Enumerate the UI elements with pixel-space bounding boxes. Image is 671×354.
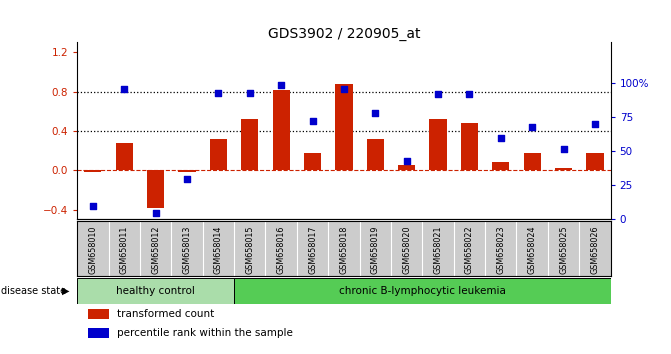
Point	[119, 86, 130, 92]
Text: chronic B-lymphocytic leukemia: chronic B-lymphocytic leukemia	[339, 286, 506, 296]
Bar	[304, 153, 321, 170]
Point	[464, 91, 475, 97]
Point	[558, 146, 569, 152]
Point	[182, 176, 193, 182]
Text: GSM658017: GSM658017	[308, 225, 317, 274]
Point	[276, 82, 287, 87]
Point	[150, 210, 161, 216]
Text: transformed count: transformed count	[117, 309, 215, 319]
Text: GSM658016: GSM658016	[276, 225, 286, 274]
Bar	[85, 170, 101, 172]
Point	[213, 90, 223, 96]
Bar	[586, 153, 603, 170]
Text: GSM658019: GSM658019	[371, 225, 380, 274]
Bar	[147, 170, 164, 208]
Text: ▶: ▶	[62, 286, 70, 296]
Bar	[429, 119, 447, 170]
Text: GSM658013: GSM658013	[183, 225, 191, 274]
Text: percentile rank within the sample: percentile rank within the sample	[117, 328, 293, 338]
Point	[401, 158, 412, 164]
Text: GSM658012: GSM658012	[151, 225, 160, 274]
Bar	[178, 170, 196, 172]
Text: GSM658011: GSM658011	[119, 225, 129, 274]
Bar	[77, 278, 234, 304]
Text: GSM658021: GSM658021	[433, 225, 443, 274]
Bar	[115, 143, 133, 170]
Bar	[241, 119, 258, 170]
Text: GSM658023: GSM658023	[497, 225, 505, 274]
Bar	[555, 169, 572, 170]
Text: GSM658015: GSM658015	[245, 225, 254, 274]
Point	[339, 86, 350, 92]
Text: GSM658024: GSM658024	[527, 225, 537, 274]
Point	[307, 119, 318, 124]
Bar	[492, 162, 509, 170]
Text: disease state: disease state	[1, 286, 66, 296]
Point	[370, 110, 380, 116]
Bar	[366, 139, 384, 170]
Bar	[210, 139, 227, 170]
Text: healthy control: healthy control	[116, 286, 195, 296]
Point	[527, 124, 537, 130]
Title: GDS3902 / 220905_at: GDS3902 / 220905_at	[268, 28, 420, 41]
Bar	[461, 123, 478, 170]
Bar	[523, 153, 541, 170]
Point	[495, 135, 506, 141]
Text: GSM658025: GSM658025	[559, 225, 568, 274]
Bar	[398, 165, 415, 170]
Point	[244, 90, 255, 96]
Bar	[336, 84, 352, 170]
Text: GSM658020: GSM658020	[402, 225, 411, 274]
Text: GSM658014: GSM658014	[214, 225, 223, 274]
Point	[87, 203, 98, 209]
Text: GSM658022: GSM658022	[465, 225, 474, 274]
Point	[433, 91, 444, 97]
Point	[590, 121, 601, 127]
Bar	[88, 309, 109, 319]
Bar	[88, 328, 109, 337]
Text: GSM658018: GSM658018	[340, 225, 348, 274]
Bar	[234, 278, 611, 304]
Bar	[272, 90, 290, 170]
Text: GSM658026: GSM658026	[590, 225, 599, 274]
Text: GSM658010: GSM658010	[89, 225, 97, 274]
